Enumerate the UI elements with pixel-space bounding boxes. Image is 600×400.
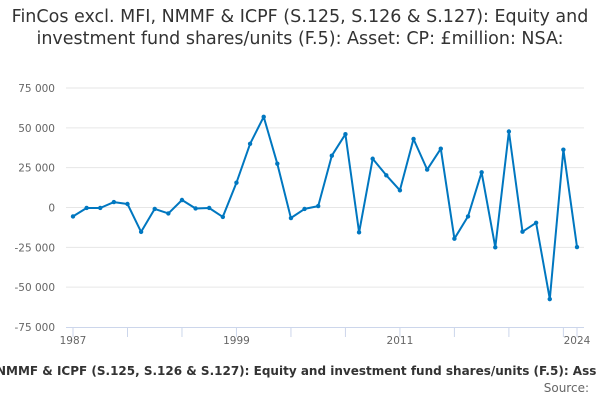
data-point [547,296,552,302]
data-point [275,161,280,166]
data-point [561,147,566,152]
data-point [356,230,362,235]
data-point [384,173,389,178]
data-point [125,201,130,207]
x-axis: 1987 1999 2011 2024 [60,327,591,347]
data-point [520,229,525,234]
data-point [261,114,266,120]
data-point [533,220,539,225]
x-tick-label: 1999 [223,335,250,347]
data-point [302,206,307,212]
data-point [193,206,198,211]
x-tick-label: 2024 [564,335,591,347]
data-point [465,214,471,219]
data-point [574,244,580,250]
data-point [84,205,89,211]
data-point [452,236,457,241]
legend-item[interactable]: NMMF & ICPF (S.125, S.126 & S.127): Equi… [0,364,597,378]
y-tick-label: 75 000 [18,83,55,95]
series-line [72,115,578,301]
line-chart: 75 000 50 000 25 000 0 -25 000 -50 000 -75 000… [14,83,591,347]
data-point [98,205,103,211]
data-point [493,245,498,250]
data-point [247,141,253,146]
data-point [370,156,375,161]
data-point [315,203,321,209]
x-tick-label: 1987 [60,335,87,347]
data-point [506,129,512,134]
data-point [397,188,403,193]
data-point [234,180,239,185]
data-point [138,229,144,235]
data-point [179,197,185,203]
data-point [152,206,157,212]
data-point [166,211,171,216]
data-point [70,214,76,219]
series [70,114,580,302]
y-tick-label: -25 000 [14,242,55,254]
y-tick-label: 50 000 [18,123,55,135]
y-tick-label: 25 000 [18,163,55,175]
y-tick-label: -75 000 [14,322,55,334]
data-point [438,146,443,151]
grid [66,87,584,288]
data-point [343,132,348,137]
data-point [479,170,484,175]
data-point [424,167,430,172]
data-point [288,215,294,221]
x-tick-label: 2011 [387,335,414,347]
data-point [207,205,212,211]
source-label: Source: [543,381,589,395]
chart-title: FinCos excl. MFI, NMMF & ICPF (S.125, S.… [11,7,589,49]
data-point [411,136,416,142]
data-point [220,214,226,220]
y-axis: 75 000 50 000 25 000 0 -25 000 -50 000 -75 000 [14,83,55,334]
data-point [111,199,117,205]
y-tick-label: -50 000 [14,282,55,294]
y-tick-label: 0 [48,203,55,215]
data-point [329,153,335,158]
